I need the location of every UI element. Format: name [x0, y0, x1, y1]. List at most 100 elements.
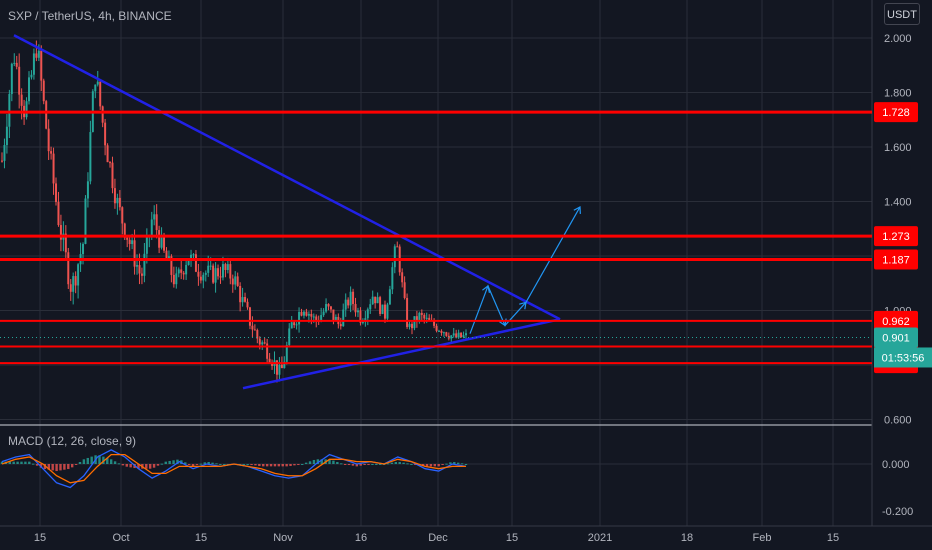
candle-body — [352, 291, 355, 304]
macd-histogram-bar — [160, 463, 164, 465]
macd-title: MACD (12, 26, close, 9) — [8, 434, 137, 448]
candle — [293, 321, 296, 328]
candle-body — [231, 278, 234, 285]
time-axis-tick: 15 — [195, 532, 207, 544]
candle-body — [278, 364, 281, 375]
candle-body — [462, 335, 465, 338]
macd-histogram-bar — [437, 464, 440, 467]
candle-body — [113, 188, 116, 204]
candle-body — [239, 285, 242, 303]
macd-histogram-bar — [332, 460, 335, 464]
macd-histogram-bar — [429, 464, 433, 467]
candle-body — [339, 324, 342, 327]
macd-histogram-bar — [211, 462, 214, 464]
candle — [302, 310, 305, 319]
grid — [0, 0, 932, 526]
current-price-badge — [874, 327, 918, 348]
candle-body — [452, 333, 455, 336]
candle-body — [288, 328, 291, 346]
candle — [113, 178, 116, 209]
candle — [442, 331, 445, 337]
candle-body — [226, 264, 229, 271]
candle — [3, 138, 6, 169]
candle-body — [275, 360, 278, 375]
candle — [64, 225, 67, 260]
candle-body — [415, 316, 418, 322]
candle-body — [84, 198, 87, 244]
candle-body — [437, 330, 440, 332]
macd-histogram-bar — [398, 461, 401, 464]
candle — [325, 298, 328, 314]
macd-histogram-bar — [301, 464, 304, 465]
candle-body — [280, 364, 283, 369]
candle-body — [199, 276, 202, 281]
candle — [457, 329, 460, 339]
drawings[interactable] — [13, 34, 581, 390]
current-price-label: 0.901 — [882, 332, 910, 344]
macd-histogram-bar — [379, 464, 382, 465]
candle-body — [64, 233, 67, 253]
macd-histogram-bar — [82, 459, 86, 464]
signal-line — [1, 453, 466, 484]
currency-button[interactable]: USDT — [884, 3, 920, 25]
candle — [241, 287, 244, 307]
candle-body — [212, 265, 215, 283]
candle-body — [403, 282, 406, 298]
candle — [140, 267, 143, 285]
candle — [111, 156, 114, 194]
candle — [290, 315, 293, 329]
candle — [217, 264, 220, 280]
candle — [40, 45, 43, 92]
candle — [248, 306, 251, 330]
candle — [359, 307, 362, 326]
candle-body — [121, 207, 124, 224]
price-axis-tick: 1.800 — [884, 88, 912, 100]
candle — [342, 303, 345, 327]
candle-body — [410, 323, 413, 329]
price-level-label: 1.728 — [882, 107, 910, 119]
candle-body — [86, 181, 89, 199]
macd-histogram-bar — [308, 461, 312, 464]
macd-pane — [0, 449, 468, 489]
candle-body — [57, 201, 60, 226]
candle — [212, 263, 215, 285]
price-level-badge — [874, 249, 918, 270]
candle — [180, 259, 183, 280]
candle-body — [30, 74, 33, 78]
candle-body — [388, 289, 391, 305]
candle — [344, 293, 347, 317]
candle — [253, 324, 256, 331]
candle-body — [413, 316, 416, 329]
candle — [229, 258, 232, 285]
macd-line — [1, 449, 467, 489]
candle — [261, 340, 264, 350]
candles — [1, 40, 467, 383]
candle — [256, 328, 259, 344]
macd-histogram-bar — [137, 464, 140, 469]
candle — [374, 296, 377, 309]
candle — [401, 268, 404, 288]
candle-body — [35, 53, 38, 58]
candle — [109, 161, 112, 168]
candle — [455, 329, 458, 339]
candle — [77, 263, 80, 299]
candle-body — [20, 94, 23, 106]
candle — [74, 271, 77, 294]
macd-histogram-bar — [102, 456, 105, 464]
macd-histogram-bar — [164, 461, 167, 464]
macd-histogram-bar — [359, 464, 362, 466]
candle — [194, 250, 197, 273]
candle — [219, 266, 222, 284]
candle-body — [334, 316, 337, 321]
candle-body — [310, 313, 313, 317]
candle-body — [229, 264, 232, 279]
candle — [145, 228, 148, 264]
candle — [462, 331, 465, 339]
candle-body — [307, 313, 310, 316]
macd-histogram-bar — [265, 464, 269, 467]
candle — [322, 308, 325, 317]
candle-body — [325, 304, 328, 312]
candle — [408, 321, 411, 330]
